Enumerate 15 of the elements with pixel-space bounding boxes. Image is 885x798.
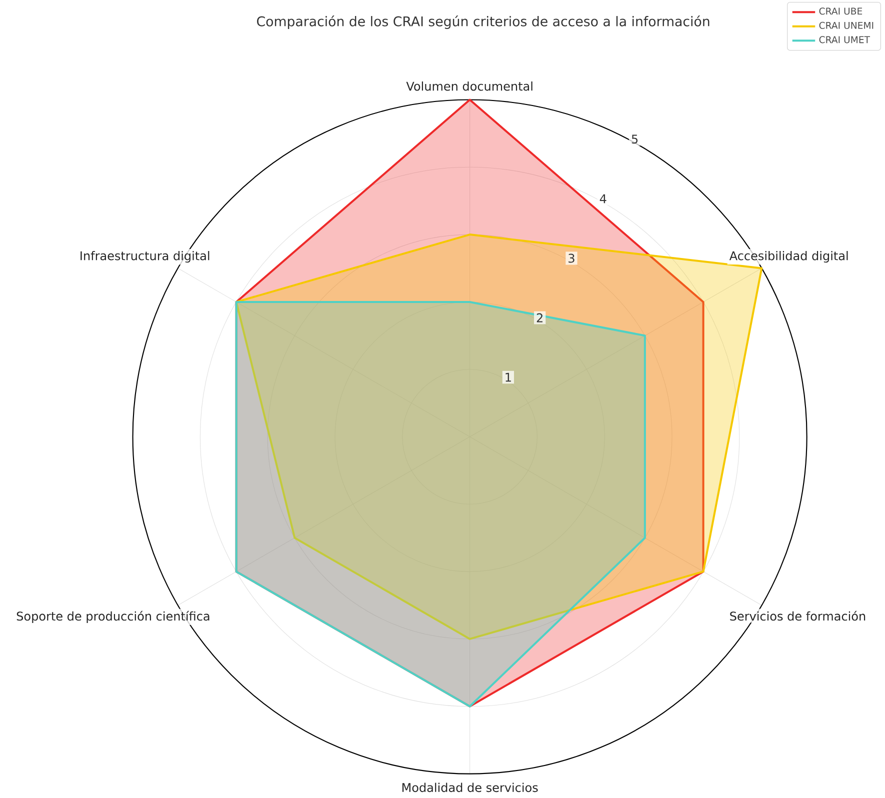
y-tick-label: 2: [536, 313, 542, 322]
y-tick-label: 5: [632, 134, 638, 144]
spoke-label: Volumen documental: [406, 81, 532, 91]
legend-label: CRAI UNEMI: [819, 22, 874, 29]
spoke-label: Accesibilidad digital: [729, 250, 848, 263]
y-tick-label: 4: [600, 194, 606, 204]
spoke-label: Soporte de producción científica: [16, 610, 210, 623]
spoke-label: Modalidad de servicios: [402, 782, 538, 792]
spoke-label: Infraestructura digital: [80, 250, 210, 263]
legend-label: CRAI UMET: [819, 36, 870, 44]
y-tick-label: 3: [568, 254, 574, 263]
y-tick-label: 1: [506, 372, 511, 382]
text: Comparación de los CRAI según criterios de acceso a la información: [257, 16, 710, 29]
legend-label: CRAI UBE: [819, 8, 862, 15]
spoke-label: Servicios de formación: [730, 610, 866, 621]
